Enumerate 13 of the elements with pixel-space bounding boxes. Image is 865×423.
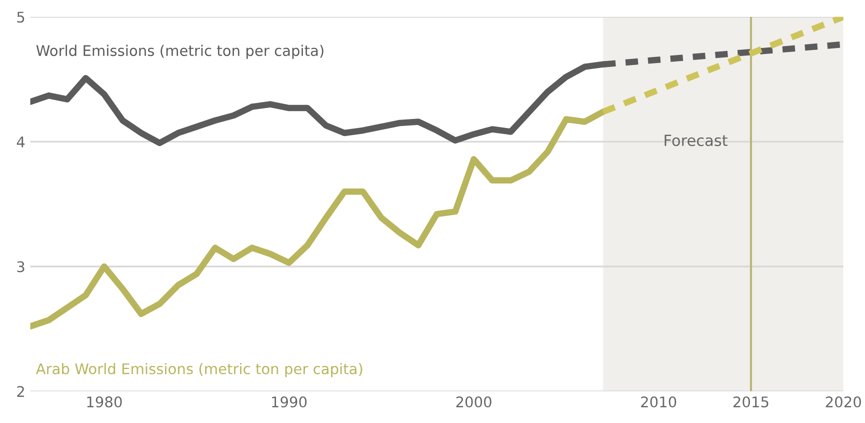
text: World Emissions (metric ton per capita) [36, 44, 324, 59]
text: Arab World Emissions (metric ton per capita) [36, 363, 362, 378]
y-tick-label: 2 [17, 386, 24, 397]
x-tick-label: 2015 [733, 396, 768, 408]
y-tick-label: 5 [17, 12, 24, 23]
y-tick-label: 4 [16, 136, 25, 148]
x-tick-label: 2010 [641, 396, 676, 408]
x-tick-label: 2020 [826, 396, 861, 408]
x-tick-label: 2000 [456, 396, 492, 408]
x-tick-label: 1990 [272, 396, 307, 408]
x-tick-label: 1980 [87, 396, 122, 408]
band-label: Forecast [664, 134, 728, 146]
y-tick-label: 3 [17, 261, 24, 272]
